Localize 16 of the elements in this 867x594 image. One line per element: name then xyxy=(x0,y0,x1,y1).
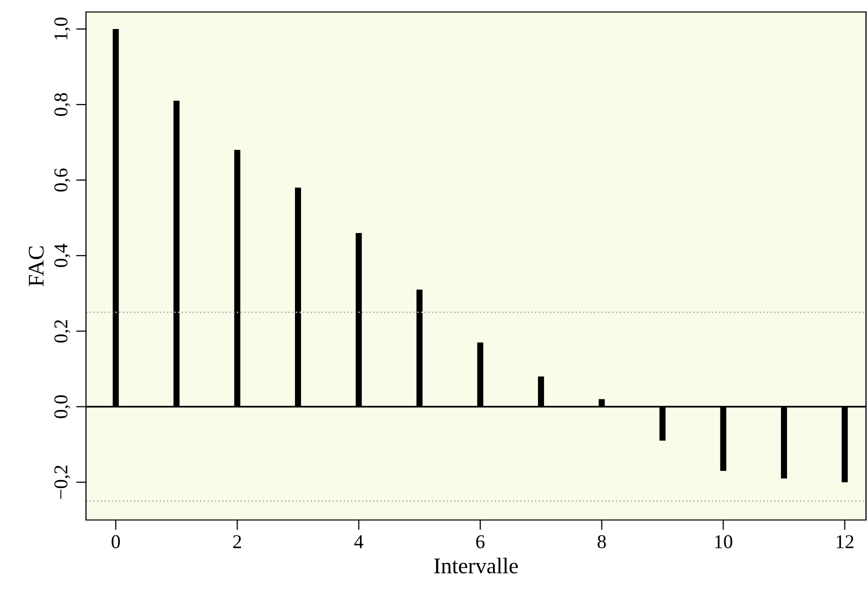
x-tick-label: 0 xyxy=(112,535,120,548)
y-tick-label: 0,4 xyxy=(54,244,70,268)
y-tick-label: 0,6 xyxy=(54,168,70,192)
y-tick-label: 0,0 xyxy=(54,395,70,418)
y-tick-label: 0,2 xyxy=(54,320,70,343)
x-axis-title: Intervalle xyxy=(434,558,518,574)
x-tick-label: 4 xyxy=(354,535,364,548)
x-tick-label: 2 xyxy=(233,535,242,548)
x-tick-label: 10 xyxy=(715,535,732,548)
x-tick-label: 12 xyxy=(836,535,854,548)
x-tick-label: 6 xyxy=(476,535,485,548)
y-axis-title: FAC xyxy=(28,246,44,286)
y-tick-label: −0,2 xyxy=(54,466,70,499)
y-tick-label: 0,8 xyxy=(54,93,70,116)
y-tick-label: 1,0 xyxy=(54,18,70,40)
x-tick-label: 8 xyxy=(598,535,606,548)
